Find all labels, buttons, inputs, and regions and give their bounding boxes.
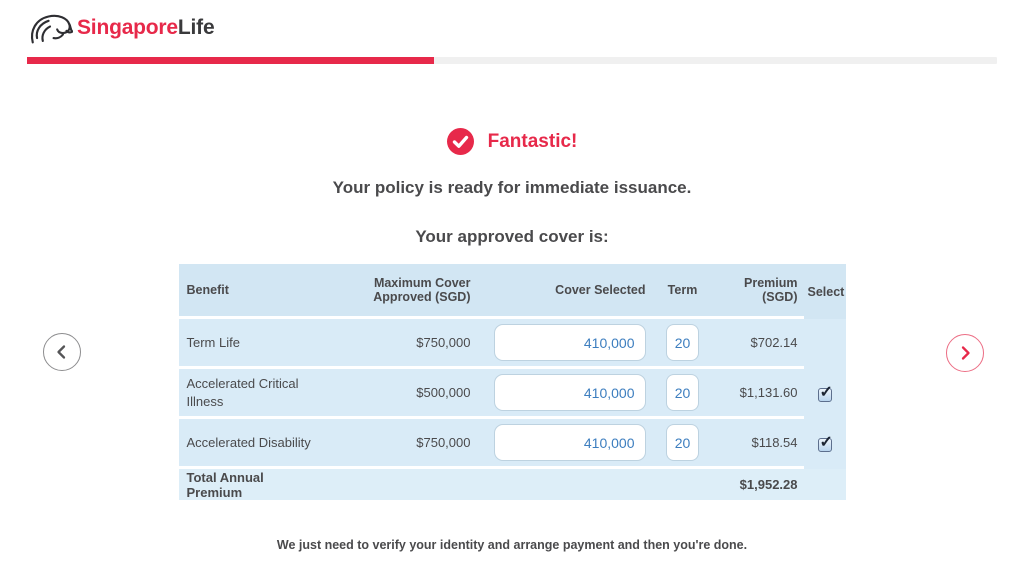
col-header-max-cover: Maximum Cover Approved (SGD) xyxy=(326,264,477,319)
brand-wordmark-secondary: Life xyxy=(177,16,215,39)
previous-button[interactable] xyxy=(43,333,81,371)
total-label: Total Annual Premium xyxy=(178,469,327,500)
benefit-label: Accelerated Critical Illness xyxy=(178,369,327,419)
chevron-left-icon xyxy=(57,345,66,359)
check-circle-icon xyxy=(446,128,474,155)
status-title: Fantastic! xyxy=(487,130,578,152)
page-title: Your policy is ready for immediate issua… xyxy=(332,178,692,197)
chevron-right-icon xyxy=(961,346,970,360)
total-premium-value: $1,952.28 xyxy=(713,469,804,500)
next-button[interactable] xyxy=(946,334,984,372)
lion-icon xyxy=(30,14,73,44)
table-row-total: Total Annual Premium $1,952.28 xyxy=(178,469,846,500)
col-header-premium: Premium (SGD) xyxy=(713,264,804,319)
term-input[interactable] xyxy=(666,374,699,411)
select-checkbox-checked[interactable] xyxy=(817,382,833,402)
premium-value: $702.14 xyxy=(713,319,804,369)
table-row-accelerated-critical-illness: Accelerated Critical Illness $500,000 $1… xyxy=(178,369,846,419)
progress-bar xyxy=(27,57,997,64)
premium-value: $118.54 xyxy=(713,419,804,469)
benefit-label: Accelerated Disability xyxy=(178,419,327,469)
benefit-label: Term Life xyxy=(178,319,327,369)
table-row-accelerated-disability: Accelerated Disability $750,000 $118.54 xyxy=(178,419,846,469)
progress-fill xyxy=(27,57,435,64)
table-row-term-life: Term Life $750,000 $702.14 xyxy=(178,319,846,369)
cover-selected-input[interactable] xyxy=(493,424,646,461)
cover-selected-input[interactable] xyxy=(493,324,646,361)
section-title: Your approved cover is: xyxy=(415,227,609,246)
brand-logo: SingaporeLife xyxy=(27,8,997,48)
term-input[interactable] xyxy=(666,324,699,361)
cover-selected-input[interactable] xyxy=(493,374,646,411)
brand-wordmark: SingaporeLife xyxy=(77,16,215,40)
col-header-benefit: Benefit xyxy=(178,264,327,319)
col-header-term: Term xyxy=(651,264,714,319)
premium-value: $1,131.60 xyxy=(713,369,804,419)
table-header-row: Benefit Maximum Cover Approved (SGD) Cov… xyxy=(178,264,846,319)
col-header-select: Select xyxy=(803,264,846,319)
status-row: Fantastic! xyxy=(0,128,1024,155)
term-input[interactable] xyxy=(666,424,699,461)
col-header-cover-selected: Cover Selected xyxy=(476,264,652,319)
max-cover-value: $750,000 xyxy=(326,419,477,469)
footer-note: We just need to verify your identity and… xyxy=(276,538,748,552)
max-cover-value: $500,000 xyxy=(326,369,477,419)
top-bar: SingaporeLife xyxy=(0,0,1024,48)
max-cover-value: $750,000 xyxy=(326,319,477,369)
select-checkbox-checked[interactable] xyxy=(817,432,833,452)
cover-table: Benefit Maximum Cover Approved (SGD) Cov… xyxy=(178,264,846,500)
brand-wordmark-primary: Singapore xyxy=(77,16,178,39)
